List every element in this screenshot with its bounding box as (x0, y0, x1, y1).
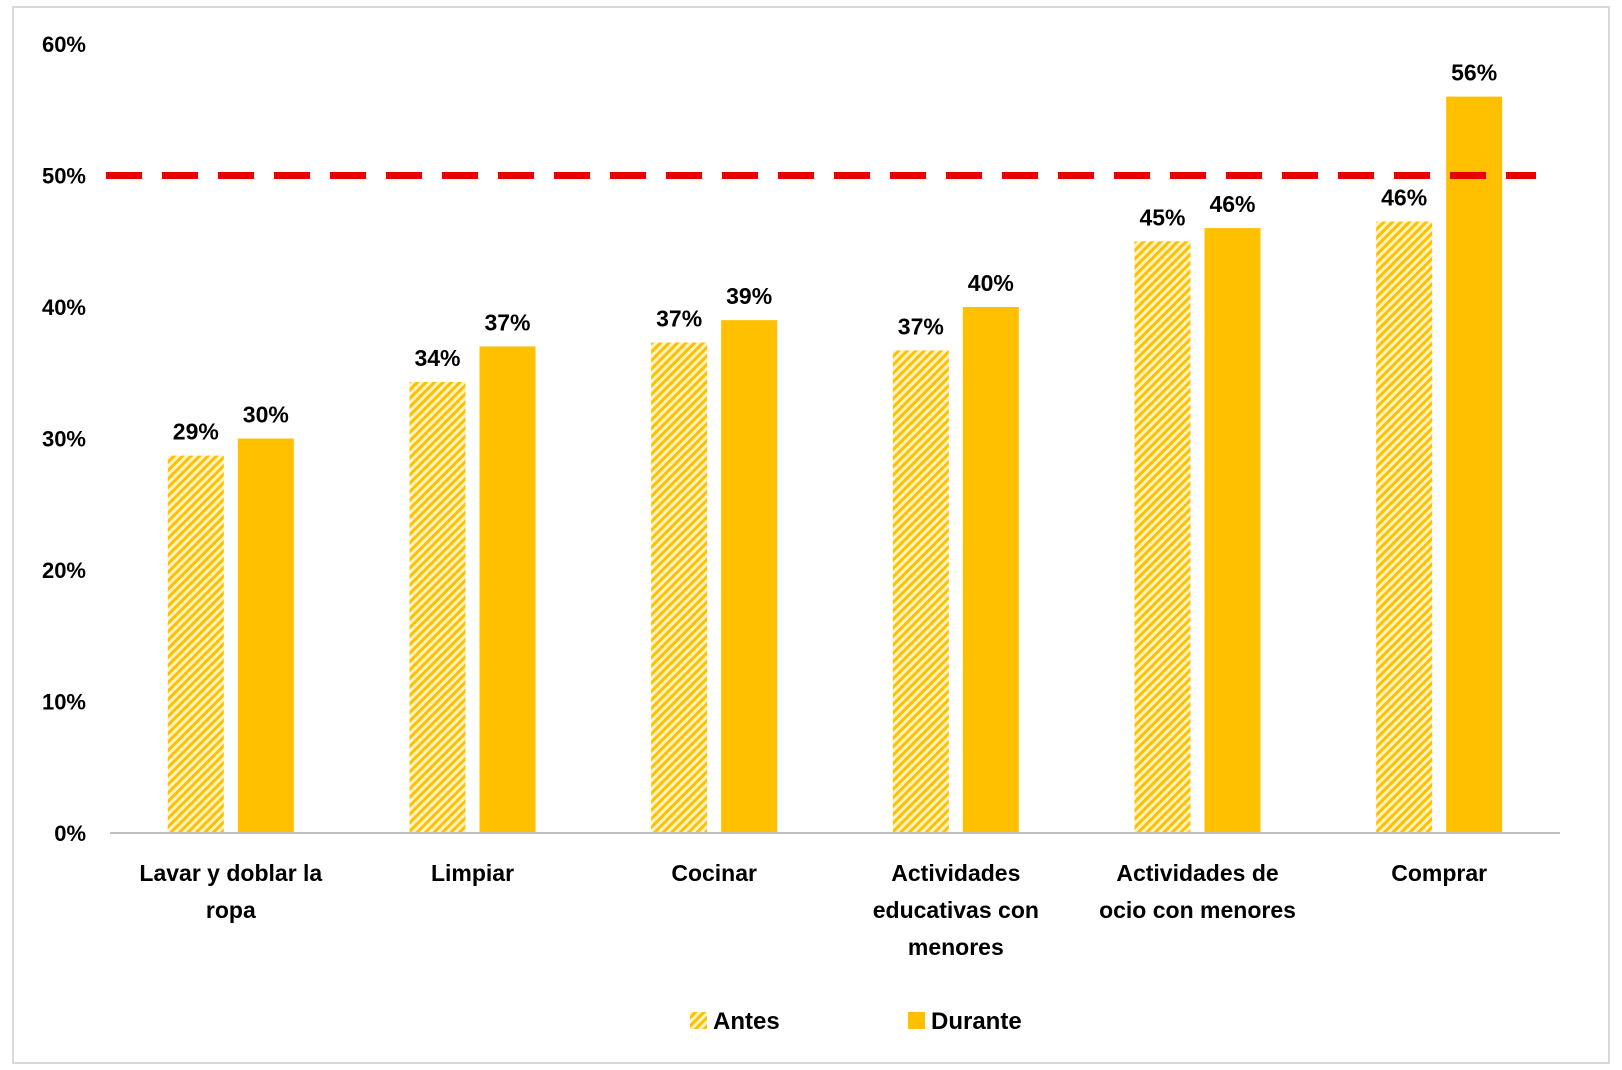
y-tick-label: 0% (54, 821, 86, 846)
bar-durante (1204, 228, 1261, 834)
bar-durante (237, 438, 294, 833)
y-tick-label: 50% (42, 164, 86, 189)
category-label: ropa (206, 897, 256, 923)
bar-durante (479, 346, 536, 833)
data-label-durante: 30% (243, 402, 289, 428)
y-tick-label: 10% (42, 690, 86, 715)
legend: Antes Durante (690, 1008, 1022, 1035)
data-label-durante: 56% (1451, 60, 1497, 86)
category-label: ocio con menores (1099, 897, 1296, 923)
y-axis: 0% 10% 20% 30% 40% 50% 60% (42, 32, 86, 846)
bar-durante (721, 320, 778, 833)
category-label: educativas con (873, 897, 1039, 923)
data-label-antes: 37% (898, 313, 944, 339)
data-label-antes: 46% (1381, 185, 1427, 211)
data-label-durante: 37% (484, 309, 530, 335)
data-label-antes: 45% (1139, 204, 1185, 230)
bar-antes (409, 381, 466, 833)
legend-swatch-durante (908, 1012, 925, 1029)
x-axis-categories: Lavar y doblar la ropa Limpiar Cocinar Activ… (139, 860, 1487, 960)
bar-antes (651, 342, 708, 833)
category-label: Lavar y doblar la (139, 860, 322, 886)
bars (167, 96, 1503, 834)
category-label: Actividades de (1116, 860, 1278, 886)
category-label: Cocinar (671, 860, 757, 886)
data-label-durante: 46% (1209, 191, 1255, 217)
data-label-antes: 34% (414, 345, 460, 371)
data-label-antes: 29% (173, 419, 219, 445)
bar-antes (892, 350, 949, 833)
bar-durante (962, 307, 1019, 833)
legend-label-antes: Antes (713, 1008, 780, 1035)
legend-swatch-antes (690, 1012, 707, 1029)
category-label: Limpiar (431, 860, 514, 886)
category-label: Comprar (1391, 860, 1487, 886)
y-tick-label: 60% (42, 32, 86, 57)
y-tick-label: 20% (42, 558, 86, 583)
category-label: menores (908, 934, 1004, 960)
y-tick-label: 30% (42, 427, 86, 452)
data-label-antes: 37% (656, 306, 702, 332)
y-tick-label: 40% (42, 295, 86, 320)
data-label-durante: 39% (726, 283, 772, 309)
bar-durante (1446, 96, 1503, 834)
category-label: Actividades (891, 860, 1020, 886)
data-labels: 29% 30% 34% 37% 37% 39% 37% 40% 45% 46% 46% 56% (173, 60, 1497, 445)
bar-antes (1134, 241, 1191, 833)
bar-antes (1376, 221, 1433, 833)
legend-label-durante: Durante (931, 1008, 1022, 1035)
bar-antes (167, 455, 224, 833)
data-label-durante: 40% (968, 270, 1014, 296)
